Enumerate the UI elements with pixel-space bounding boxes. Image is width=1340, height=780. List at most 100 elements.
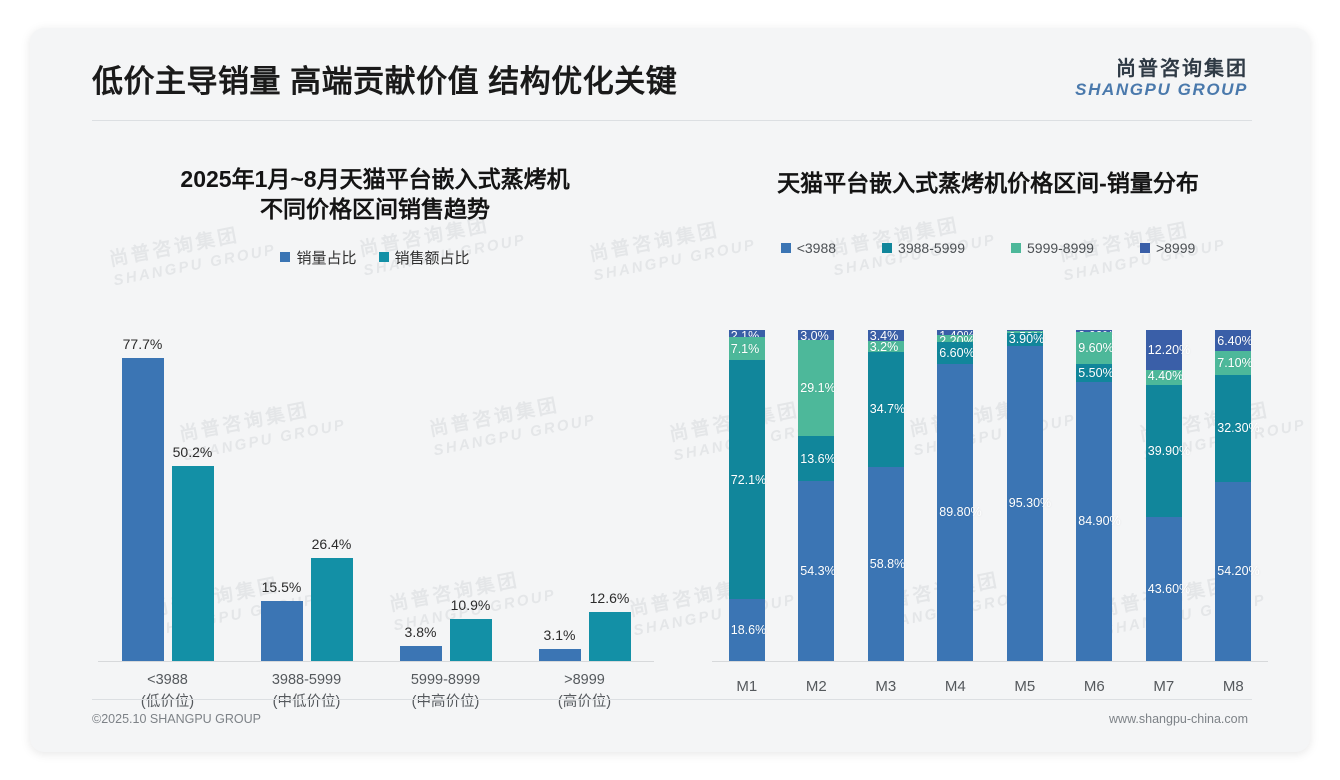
stacked-bar-segment[interactable]: 18.6% (728, 599, 767, 661)
stacked-bar-column[interactable]: 3.4% 3.2% 34.7% 58.8% (867, 329, 905, 661)
x-tick-label: M6 (1083, 678, 1105, 695)
bar-rect[interactable] (121, 358, 164, 661)
stacked-bar-segment[interactable]: 95.30% (1006, 345, 1051, 661)
x-tick-label: M1 (736, 678, 758, 695)
bar-rect[interactable] (260, 600, 303, 661)
stacked-bar-segment[interactable]: 43.60% (1145, 516, 1190, 661)
segment-value-label: 54.3% (800, 564, 836, 579)
bar-rect[interactable] (538, 648, 581, 661)
legend-label: <3988 (796, 240, 837, 257)
right-chart-title: 天猫平台嵌入式蒸烤机价格区间-销量分布 (777, 170, 1199, 196)
bar-column[interactable]: 3.8% (399, 330, 442, 661)
stacked-bar-column[interactable]: 6.40% 7.10% 32.30% 54.20% (1215, 330, 1260, 661)
bar-column[interactable]: 10.9% (449, 330, 492, 661)
legend-swatch-icon (1139, 243, 1150, 254)
header-divider (92, 120, 1252, 121)
stacked-bar-segment[interactable]: 3.2% (867, 340, 904, 354)
stacked-bar-column[interactable]: 12.20% 4.40% 39.90% 43.60% (1145, 330, 1190, 661)
bar-rect[interactable] (310, 558, 353, 661)
stacked-bar-segment[interactable]: 7.10% (1215, 351, 1253, 375)
legend-label: 销量占比 (296, 249, 357, 267)
x-tick-label: 5999-8999 (中高价位) (411, 670, 480, 714)
right-chart-x-axis (712, 661, 1268, 662)
stacked-bar-segment[interactable]: 34.7% (867, 351, 905, 467)
stacked-bar-segment[interactable]: 7.1% (728, 336, 765, 361)
bar-value-label: 77.7% (122, 336, 163, 353)
segment-value-label: 18.6% (730, 622, 767, 637)
stacked-bar-segment[interactable]: 3.0% (798, 329, 835, 343)
bar-column[interactable]: 12.6% (588, 330, 631, 661)
bar-column[interactable]: 15.5% (260, 330, 303, 661)
bar-group: 3.8% 10.9% (376, 330, 515, 661)
right-chart-legend-item[interactable]: 5999-8999 (1011, 240, 1094, 256)
stacked-bar-segment[interactable]: 3.4% (867, 329, 904, 343)
stacked-bar-segment[interactable]: 72.1% (728, 360, 766, 600)
segment-value-label: 84.90% (1078, 514, 1121, 529)
stacked-bar-column[interactable]: 1.40%2.20%6.60%89.80% (937, 329, 982, 661)
segment-value-label: 43.60% (1147, 581, 1191, 596)
x-tick-label-range: >8999 (564, 672, 605, 688)
x-tick-label: M3 (875, 678, 897, 695)
left-chart-legend: 销量占比 销售额占比 (70, 247, 680, 268)
stacked-bar-segment[interactable]: 89.80% (937, 363, 982, 661)
segment-value-label: 3.90% (1008, 331, 1045, 346)
stacked-bar-segment[interactable]: 84.90% (1076, 381, 1121, 661)
stacked-bar-segment[interactable]: 12.20% (1145, 330, 1190, 371)
stacked-bar-segment[interactable]: 5.50% (1076, 363, 1114, 382)
bar-rect[interactable] (399, 646, 442, 661)
bar-rect[interactable] (171, 465, 214, 661)
left-chart-panel: 2025年1月~8月天猫平台嵌入式蒸烤机 不同价格区间销售趋势 销量占比 销售额占… (70, 140, 680, 720)
stacked-bar-column[interactable]: 3.0% 29.1% 13.6% 54.3% (798, 329, 836, 661)
footer-copyright: ©2025.10 SHANGPU GROUP (92, 712, 261, 726)
bar-column[interactable]: 3.1% (538, 330, 581, 661)
x-tick-label: M7 (1153, 678, 1175, 695)
stacked-bar-segment[interactable]: 54.3% (798, 481, 836, 661)
right-chart-legend-item[interactable]: >8999 (1139, 240, 1195, 256)
stacked-bar-segment[interactable]: 13.6% (798, 436, 836, 482)
x-tick-label: <3988 (低价位) (141, 670, 194, 714)
segment-value-label: 7.10% (1217, 355, 1253, 370)
footer-divider (92, 699, 1252, 700)
right-chart-x-tick-labels: M1 M2 M3 M4 M5 M6 M7 M8 (712, 668, 1268, 708)
stacked-bar-segment[interactable]: 54.20% (1215, 481, 1260, 661)
x-tick-label: M8 (1222, 678, 1244, 695)
right-chart-panel: 天猫平台嵌入式蒸烤机价格区间-销量分布 <3988 3988-5999 5999-8… (698, 140, 1278, 720)
stacked-bar-column[interactable]: 0.30%0.50%3.90%95.30% (1006, 329, 1051, 661)
segment-value-label: 89.80% (939, 505, 982, 520)
stacked-bar-segment[interactable]: 3.90% (1006, 331, 1045, 346)
bar-group: 15.5% 26.4% (237, 330, 376, 661)
bar-group: 3.1% 12.6% (515, 330, 654, 661)
right-chart-legend-item[interactable]: 3988-5999 (882, 240, 965, 256)
bar-value-label: 50.2% (172, 443, 213, 460)
segment-value-label: 9.60% (1078, 340, 1114, 355)
right-chart-legend-item[interactable]: <3988 (780, 240, 837, 257)
stacked-bar-column[interactable]: 2.1%7.1% 72.1% 18.6% (728, 329, 767, 661)
stacked-bar-segment[interactable]: 39.90% (1145, 384, 1190, 517)
stacked-bar-column[interactable]: 0.60%9.60%5.50%84.90% (1076, 329, 1121, 661)
bar-column[interactable]: 77.7% (121, 330, 164, 661)
left-chart-legend-item[interactable]: 销量占比 (280, 247, 357, 268)
stacked-bar-segment[interactable]: 6.60% (937, 341, 975, 364)
legend-swatch-icon (1011, 243, 1021, 254)
bar-column[interactable]: 50.2% (171, 330, 214, 661)
stacked-bar-segment[interactable]: 6.40% (1215, 330, 1253, 352)
stacked-bar-segment[interactable]: 4.40% (1145, 369, 1183, 385)
left-chart-legend-item[interactable]: 销售额占比 (378, 247, 470, 268)
left-chart-x-axis (98, 661, 654, 662)
legend-label: 销售额占比 (394, 249, 470, 267)
bar-rect[interactable] (449, 618, 492, 661)
legend-swatch-icon (882, 243, 893, 254)
stacked-bar-segment[interactable]: 32.30% (1215, 374, 1260, 482)
left-chart-title-line2: 不同价格区间销售趋势 (260, 196, 490, 223)
stacked-bar-segment[interactable]: 58.8% (867, 466, 905, 661)
stacked-bar-segment[interactable]: 9.60% (1076, 331, 1114, 364)
stacked-bar-segment[interactable]: 29.1% (798, 339, 836, 437)
segment-value-label: 13.6% (800, 451, 836, 466)
bar-rect[interactable] (588, 611, 631, 661)
stacked-bar-segment[interactable]: 2.20% (937, 334, 975, 348)
left-chart-x-tick-labels: <3988 (低价位) 3988-5999 (中低价位) 5999-8999 (中高价位)… (98, 670, 654, 730)
x-tick-label-tier: (高价位) (557, 693, 612, 710)
bar-column[interactable]: 26.4% (310, 330, 353, 661)
segment-value-label: 7.1% (730, 341, 760, 356)
stacked-bar-segment[interactable]: 2.1% (728, 329, 765, 343)
